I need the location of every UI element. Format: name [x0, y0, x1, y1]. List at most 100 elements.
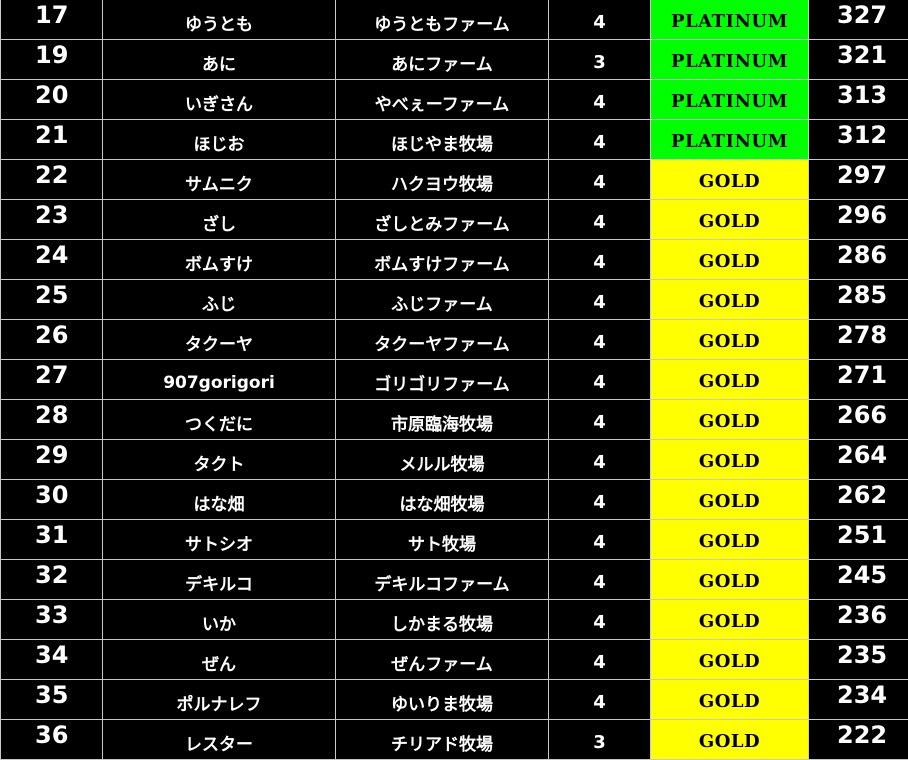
tier-cell: PLATINUM [651, 0, 809, 40]
num-cell: 4 [549, 160, 651, 200]
rank-cell: 35 [1, 680, 103, 720]
name-cell: タクーヤ [103, 320, 336, 360]
rank-cell: 30 [1, 480, 103, 520]
rank-cell: 32 [1, 560, 103, 600]
num-cell: 4 [549, 200, 651, 240]
score-cell: 236 [809, 600, 908, 640]
num-cell: 4 [549, 640, 651, 680]
tier-cell: GOLD [651, 600, 809, 640]
score-cell: 286 [809, 240, 908, 280]
rank-cell: 28 [1, 400, 103, 440]
score-cell: 327 [809, 0, 908, 40]
rank-cell: 27 [1, 360, 103, 400]
name-cell: サトシオ [103, 520, 336, 560]
score-cell: 251 [809, 520, 908, 560]
name-cell: ボムすけ [103, 240, 336, 280]
tier-cell: GOLD [651, 200, 809, 240]
tier-cell: GOLD [651, 240, 809, 280]
name-cell: ざし [103, 200, 336, 240]
rank-cell: 19 [1, 40, 103, 80]
score-cell: 312 [809, 120, 908, 160]
num-cell: 4 [549, 360, 651, 400]
score-cell: 262 [809, 480, 908, 520]
num-cell: 4 [549, 120, 651, 160]
farm-cell: しかまる牧場 [336, 600, 549, 640]
farm-cell: ゆいりま牧場 [336, 680, 549, 720]
score-cell: 297 [809, 160, 908, 200]
score-cell: 234 [809, 680, 908, 720]
name-cell: ほじお [103, 120, 336, 160]
rank-cell: 20 [1, 80, 103, 120]
name-cell: デキルコ [103, 560, 336, 600]
name-cell: いか [103, 600, 336, 640]
tier-cell: GOLD [651, 480, 809, 520]
num-cell: 4 [549, 320, 651, 360]
name-cell: あに [103, 40, 336, 80]
name-cell: ふじ [103, 280, 336, 320]
score-cell: 321 [809, 40, 908, 80]
rank-cell: 31 [1, 520, 103, 560]
tier-cell: GOLD [651, 320, 809, 360]
score-cell: 271 [809, 360, 908, 400]
tier-cell: GOLD [651, 640, 809, 680]
num-cell: 4 [549, 0, 651, 40]
rank-cell: 26 [1, 320, 103, 360]
rank-cell: 24 [1, 240, 103, 280]
name-cell: タクト [103, 440, 336, 480]
farm-cell: ざしとみファーム [336, 200, 549, 240]
farm-cell: デキルコファーム [336, 560, 549, 600]
num-cell: 3 [549, 720, 651, 760]
farm-cell: ほじやま牧場 [336, 120, 549, 160]
score-cell: 245 [809, 560, 908, 600]
num-cell: 4 [549, 80, 651, 120]
farm-cell: やべぇーファーム [336, 80, 549, 120]
name-cell: いぎさん [103, 80, 336, 120]
num-cell: 4 [549, 280, 651, 320]
tier-cell: GOLD [651, 520, 809, 560]
score-cell: 278 [809, 320, 908, 360]
tier-cell: GOLD [651, 160, 809, 200]
num-cell: 4 [549, 400, 651, 440]
rank-cell: 22 [1, 160, 103, 200]
farm-cell: ふじファーム [336, 280, 549, 320]
tier-cell: GOLD [651, 360, 809, 400]
name-cell: ゆうとも [103, 0, 336, 40]
name-cell: 907gorigori [103, 360, 336, 400]
name-cell: ポルナレフ [103, 680, 336, 720]
farm-cell: チリアド牧場 [336, 720, 549, 760]
farm-cell: サト牧場 [336, 520, 549, 560]
rank-cell: 23 [1, 200, 103, 240]
tier-cell: PLATINUM [651, 80, 809, 120]
farm-cell: ハクヨウ牧場 [336, 160, 549, 200]
num-cell: 4 [549, 440, 651, 480]
farm-cell: ゴリゴリファーム [336, 360, 549, 400]
score-cell: 222 [809, 720, 908, 760]
score-cell: 235 [809, 640, 908, 680]
num-cell: 4 [549, 520, 651, 560]
num-cell: 3 [549, 40, 651, 80]
name-cell: つくだに [103, 400, 336, 440]
farm-cell: ぜんファーム [336, 640, 549, 680]
tier-cell: GOLD [651, 720, 809, 760]
farm-cell: 市原臨海牧場 [336, 400, 549, 440]
tier-cell: GOLD [651, 680, 809, 720]
rank-cell: 29 [1, 440, 103, 480]
tier-cell: GOLD [651, 280, 809, 320]
name-cell: はな畑 [103, 480, 336, 520]
num-cell: 4 [549, 600, 651, 640]
